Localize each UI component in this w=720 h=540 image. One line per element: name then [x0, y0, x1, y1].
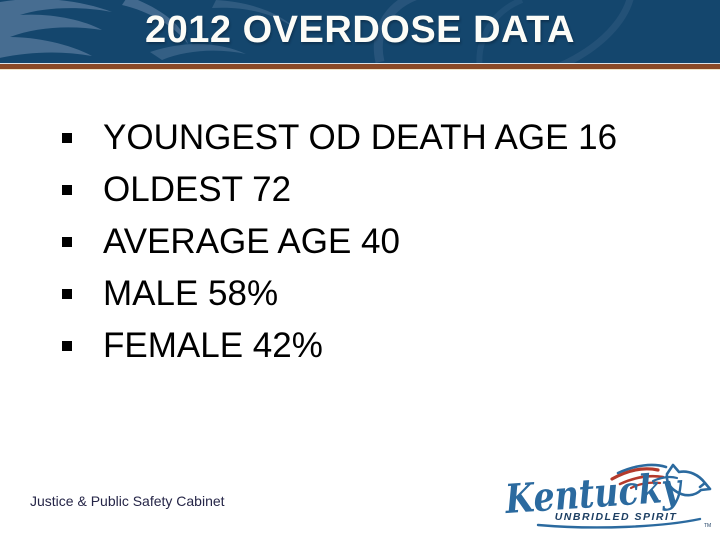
bullet-list: YOUNGEST OD DEATH AGE 16 OLDEST 72 AVERA…: [60, 112, 617, 372]
square-bullet-icon: [62, 341, 72, 351]
slide-title: 2012 OVERDOSE DATA: [145, 9, 575, 51]
bullet-item-youngest: YOUNGEST OD DEATH AGE 16: [60, 112, 617, 164]
logo-tagline: UNBRIDLED SPIRIT: [555, 511, 678, 523]
bullet-text: AVERAGE AGE 40: [103, 222, 400, 261]
square-bullet-icon: [62, 289, 72, 299]
header-divider-light: [0, 63, 720, 64]
square-bullet-icon: [62, 237, 72, 247]
square-bullet-icon: [62, 185, 72, 195]
bullet-text: FEMALE 42%: [103, 326, 323, 365]
bullet-item-female-pct: FEMALE 42%: [60, 320, 617, 372]
horse-mane-red-icon: [610, 467, 665, 490]
bullet-item-male-pct: MALE 58%: [60, 268, 617, 320]
logo-underline-swash: [536, 517, 702, 529]
bullet-text: OLDEST 72: [103, 170, 292, 209]
horse-head-icon: [665, 463, 712, 497]
header-band: 2012 OVERDOSE DATA: [0, 0, 720, 63]
header-divider-cream: [0, 69, 720, 70]
kentucky-unbridled-spirit-logo: Kentucky UNBRIDLED SPIRIT TM: [504, 463, 712, 529]
square-bullet-icon: [62, 133, 72, 143]
horse-mane-swirl-graphic: [0, 0, 634, 63]
bullet-item-average-age: AVERAGE AGE 40: [60, 216, 617, 268]
bullet-text: MALE 58%: [103, 274, 279, 313]
bullet-text: YOUNGEST OD DEATH AGE 16: [103, 118, 618, 157]
header-divider-brown: [0, 64, 720, 69]
logo-tm-mark: TM: [704, 523, 711, 529]
bullet-item-oldest: OLDEST 72: [60, 164, 617, 216]
footer-cabinet-label: Justice & Public Safety Cabinet: [30, 493, 225, 509]
